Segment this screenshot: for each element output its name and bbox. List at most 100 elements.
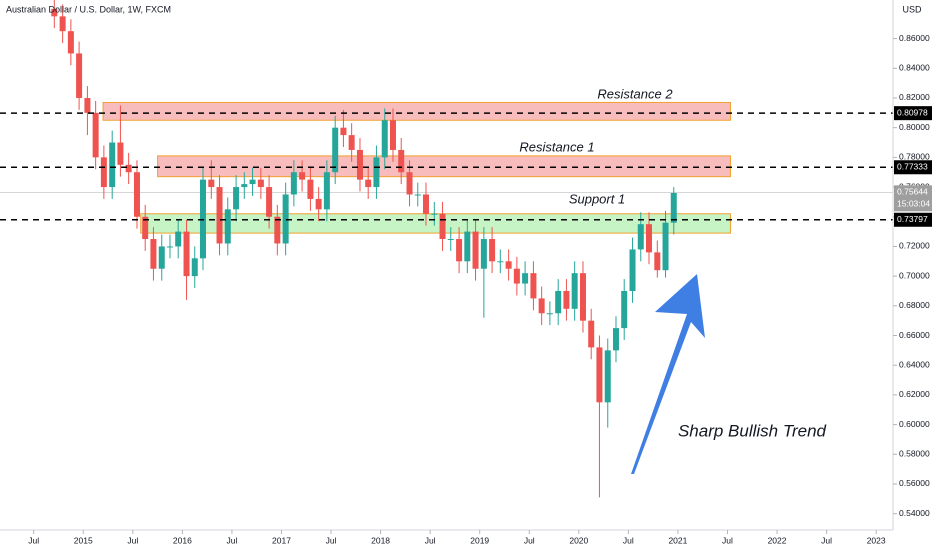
y-tick-label: 0.54000 xyxy=(899,508,930,518)
candle-body xyxy=(299,172,306,180)
x-tick-label: 2016 xyxy=(173,535,192,545)
candle-body xyxy=(59,16,66,32)
candle-body xyxy=(472,231,479,269)
candle-body xyxy=(290,172,297,195)
y-tick-label: 0.60000 xyxy=(899,419,930,429)
candle-body xyxy=(67,31,74,54)
zone-label: Resistance 2 xyxy=(597,86,673,101)
candle-body xyxy=(282,194,289,244)
candle-body xyxy=(621,290,628,329)
candle-body xyxy=(670,192,677,223)
candle-body xyxy=(571,273,578,309)
candle-body xyxy=(439,213,446,240)
candle-body xyxy=(224,209,231,244)
candle-body xyxy=(249,179,256,185)
candle-body xyxy=(150,239,157,269)
y-tick-label: 0.66000 xyxy=(899,330,930,340)
candle-body xyxy=(497,261,504,263)
y-tick-label: 0.82000 xyxy=(899,92,930,102)
zone-label: Resistance 1 xyxy=(519,139,594,154)
candle-body xyxy=(323,172,330,210)
y-tick-label: 0.78000 xyxy=(899,152,930,162)
candle-body xyxy=(579,273,586,321)
x-tick-label: Jul xyxy=(524,535,535,545)
candle-body xyxy=(340,127,347,136)
candle-body xyxy=(555,290,562,314)
y-tick-label: 0.58000 xyxy=(899,449,930,459)
level-label: 0.80978 xyxy=(897,107,928,117)
y-tick-label: 0.72000 xyxy=(899,241,930,251)
x-tick-label: 2021 xyxy=(668,535,687,545)
candle-body xyxy=(183,231,190,277)
candle-body xyxy=(596,347,603,403)
x-tick-label: Jul xyxy=(326,535,337,545)
plot-area xyxy=(0,0,893,498)
y-tick-label: 0.86000 xyxy=(899,33,930,43)
candle-body xyxy=(266,187,273,217)
candle-body xyxy=(464,231,471,262)
candle-body xyxy=(356,149,363,180)
candle-body xyxy=(233,187,240,210)
candle-body xyxy=(456,239,463,262)
candle-body xyxy=(629,249,636,291)
level-label: 0.73797 xyxy=(897,214,928,224)
candle-body xyxy=(109,142,116,188)
candle-body xyxy=(76,53,83,98)
candle-body xyxy=(513,268,520,284)
candle-body xyxy=(332,127,339,173)
candle-body xyxy=(398,149,405,173)
candle-body xyxy=(166,246,173,248)
candle-body xyxy=(530,273,537,299)
x-tick-label: 2017 xyxy=(272,535,291,545)
candle-body xyxy=(191,258,198,277)
candle-body xyxy=(654,252,661,271)
candle-body xyxy=(241,184,248,188)
y-tick-label: 0.62000 xyxy=(899,389,930,399)
candle-body xyxy=(257,179,264,188)
x-tick-label: Jul xyxy=(821,535,832,545)
level-label-box xyxy=(894,212,932,227)
candle-body xyxy=(51,8,58,17)
y-tick-label: 0.84000 xyxy=(899,63,930,73)
candle-body xyxy=(546,313,553,315)
x-tick-label: Jul xyxy=(127,535,138,545)
x-tick-label: Jul xyxy=(425,535,436,545)
y-tick-label: 0.80000 xyxy=(899,122,930,132)
candle-body xyxy=(199,179,206,259)
x-tick-label: Jul xyxy=(623,535,634,545)
candle-body xyxy=(505,261,512,269)
candle-body xyxy=(588,320,595,348)
candle-body xyxy=(373,157,380,188)
y-tick-label: 0.70000 xyxy=(899,270,930,280)
x-tick-label: Jul xyxy=(28,535,39,545)
x-tick-label: 2020 xyxy=(569,535,588,545)
countdown-label: 15:03:04 xyxy=(897,199,930,209)
candle-body xyxy=(422,194,429,214)
candle-body xyxy=(431,213,438,215)
candle-body xyxy=(637,224,644,250)
zone xyxy=(102,101,731,121)
candle-body xyxy=(315,198,322,210)
candle-body xyxy=(662,222,669,271)
x-tick-label: 2019 xyxy=(470,535,489,545)
y-tick-label: 0.56000 xyxy=(899,478,930,488)
candle-body xyxy=(612,328,619,351)
candle-body xyxy=(158,246,165,269)
chart-title: Australian Dollar / U.S. Dollar, 1W, FXC… xyxy=(6,4,171,14)
zone xyxy=(157,155,731,178)
candle-body xyxy=(563,290,570,309)
x-tick-label: 2023 xyxy=(867,535,886,545)
candle-body xyxy=(216,187,223,244)
x-tick-label: 2015 xyxy=(74,535,93,545)
trend-arrow xyxy=(631,274,705,474)
candle-body xyxy=(365,179,372,188)
level-label: 0.77333 xyxy=(897,162,928,172)
candle-body xyxy=(92,112,99,158)
x-tick-label: 2018 xyxy=(371,535,390,545)
candle-body xyxy=(406,172,413,195)
level-label-box xyxy=(894,160,932,175)
candle-body xyxy=(348,135,355,150)
candle-body xyxy=(414,194,421,196)
